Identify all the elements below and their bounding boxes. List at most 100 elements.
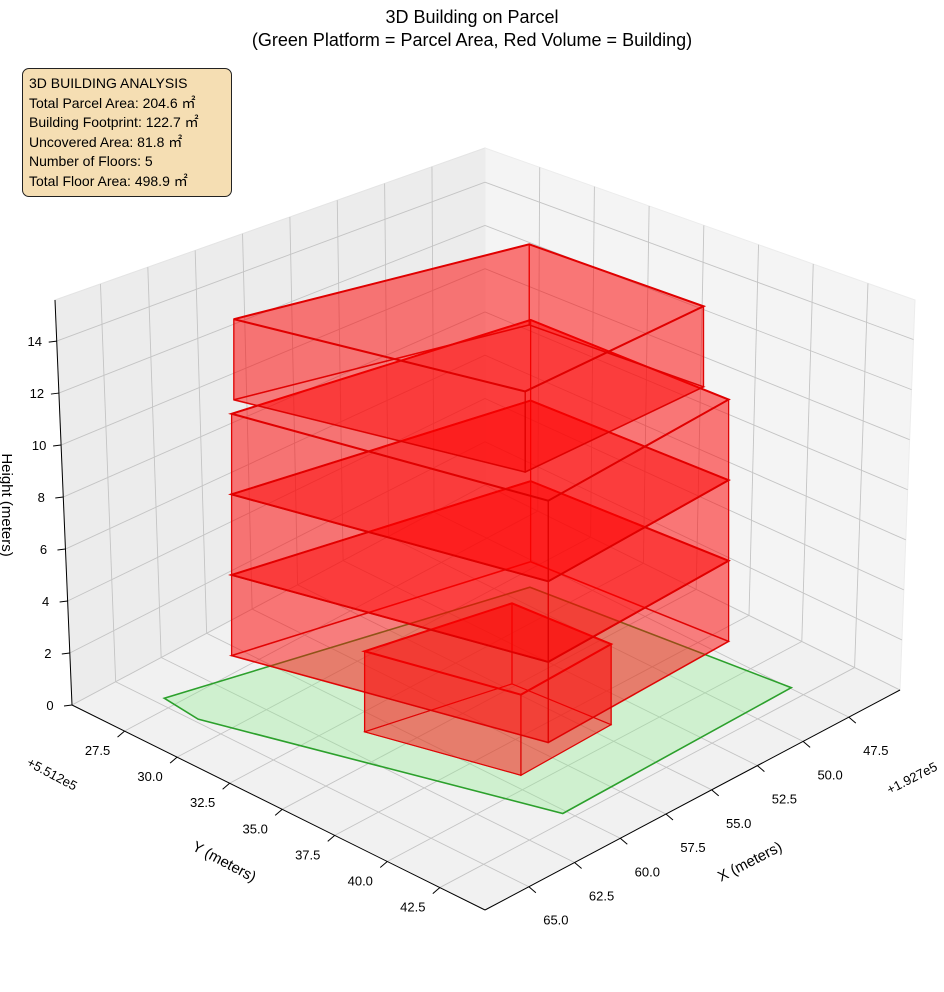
y-tick-mark <box>274 808 283 816</box>
y-offset-label: +5.512e5 <box>24 755 79 794</box>
x-tick-label: 62.5 <box>589 889 614 904</box>
left-wall-gridline-z <box>71 484 486 706</box>
chart-subtitle: (Green Platform = Parcel Area, Red Volum… <box>251 30 693 50</box>
y-tick-mark <box>379 861 388 868</box>
right-wall-gridline-z <box>484 268 910 441</box>
x-tick-label: 60.0 <box>635 864 660 879</box>
floor-gridline-y <box>281 588 697 810</box>
z-tick-label: 14 <box>27 334 41 349</box>
building-marks <box>162 243 794 815</box>
floor-gridline-y <box>334 615 750 836</box>
wall-gridline-x <box>242 233 253 610</box>
x-tick-mark <box>848 716 857 724</box>
chart-title-main: 3D Building on Parcel <box>385 7 559 27</box>
x-tick-label: 47.5 <box>863 743 888 758</box>
floor-gridline-x <box>342 560 758 766</box>
x-axis-line <box>484 689 901 911</box>
floor-gridline-y <box>124 510 539 732</box>
z-tick-mark <box>53 444 62 447</box>
z-axis-label: Height (meters) <box>0 453 15 556</box>
z-tick-label: 4 <box>42 594 49 609</box>
info-floor-area: Total Floor Area: 498.9 ㎡ <box>29 172 188 189</box>
info-heading: 3D BUILDING ANALYSIS <box>29 75 188 91</box>
info-floors: Number of Floors: 5 <box>29 153 153 169</box>
x-tick-mark <box>802 740 811 748</box>
floor-top-face <box>233 243 707 393</box>
x-tick-mark <box>757 765 765 772</box>
y-tick-mark <box>222 782 230 790</box>
wall-gridline-x <box>384 183 390 537</box>
info-footprint: Building Footprint: 122.7 ㎡ <box>29 114 199 130</box>
x-tick-label: 57.5 <box>680 840 705 855</box>
y-axis-label: Y (meters) <box>189 838 259 886</box>
x-tick-mark <box>528 886 537 894</box>
wall-gridline-x <box>147 267 162 658</box>
floor-2 <box>228 480 731 744</box>
x-tick-label: 55.0 <box>726 816 751 831</box>
y-tick-label: 40.0 <box>348 873 373 888</box>
info-box: 3D BUILDING ANALYSIS Total Parcel Area: … <box>22 68 232 197</box>
z-tick-mark <box>48 340 57 343</box>
y-tick-label: 37.5 <box>295 847 320 862</box>
left-wall-gridline-z <box>69 441 486 654</box>
y-tick-mark <box>327 835 336 842</box>
wall-gridline-x <box>194 250 208 634</box>
z-tick-mark <box>57 548 66 551</box>
axis-lines: 47.5 50.0 52.5 55.0 57.5 60.0 62.5 65.0 27.5 30.0… <box>27 299 901 928</box>
z-tick-label: 8 <box>38 490 45 505</box>
right-wall-gridline-z <box>484 398 905 591</box>
right-wall-gridline-z <box>484 181 914 340</box>
x-tick-mark <box>665 813 674 821</box>
right-wall-gridline-z <box>484 311 908 491</box>
parcel-platform <box>162 586 794 815</box>
right-wall-gridline-z <box>484 354 906 541</box>
y-tick-label: 32.5 <box>190 795 215 810</box>
chart-title: 3D Building on Parcel (Green Platform = … <box>0 6 944 52</box>
floor-gridline-x <box>160 657 575 863</box>
y-tick-mark <box>432 887 441 894</box>
wall-gridline-y <box>642 206 650 564</box>
x-tick-mark <box>619 837 628 845</box>
floor-1 <box>361 602 614 777</box>
floor-top-face <box>228 318 731 502</box>
wall-gridline-y <box>695 225 705 590</box>
floor-gridline-y <box>439 667 855 888</box>
wall-gridline-y <box>854 283 869 668</box>
wall-gridline-x <box>431 166 435 513</box>
floor-4 <box>228 318 731 583</box>
y-tick-label: 42.5 <box>400 900 425 915</box>
z-tick-mark <box>50 392 59 395</box>
left-wall-gridline-z <box>56 181 486 342</box>
x-axis-label: X (meters) <box>715 839 785 886</box>
floor-gridline-y <box>387 641 803 862</box>
x-offset-label: +1.927e5 <box>884 759 939 797</box>
x-tick-mark <box>711 789 720 797</box>
y-tick-label: 27.5 <box>85 743 110 758</box>
x-tick-label: 50.0 <box>817 767 842 782</box>
left-wall-gridline-z <box>67 398 486 602</box>
left-wall-gridline-z <box>60 268 486 446</box>
floor-gridline-x <box>115 681 530 888</box>
z-tick-label: 12 <box>30 386 44 401</box>
wall-gridline-y <box>801 264 814 642</box>
z-tick-mark <box>63 704 73 707</box>
wall-gridline-x <box>100 283 117 682</box>
wall-gridline-y <box>748 244 759 616</box>
floor-gridline-x <box>251 608 667 815</box>
y-tick-label: 30.0 <box>137 769 162 784</box>
y-axis-line <box>71 704 486 911</box>
y-tick-mark <box>169 756 178 764</box>
right-wall-gridline-z <box>484 441 903 641</box>
wall-gridline-y <box>590 186 595 538</box>
wall-gridline-x <box>289 216 299 585</box>
info-uncovered-area: Uncovered Area: 81.8 ㎡ <box>29 133 183 150</box>
y-tick-mark <box>117 730 125 738</box>
x-tick-label: 65.0 <box>543 913 568 928</box>
floor-5 <box>233 243 707 473</box>
right-wall-gridline-z <box>484 484 901 691</box>
z-tick-mark <box>61 652 70 655</box>
info-parcel-area: Total Parcel Area: 204.6 ㎡ <box>29 94 196 111</box>
z-tick-label: 0 <box>46 698 53 713</box>
x-tick-label: 52.5 <box>772 792 797 807</box>
